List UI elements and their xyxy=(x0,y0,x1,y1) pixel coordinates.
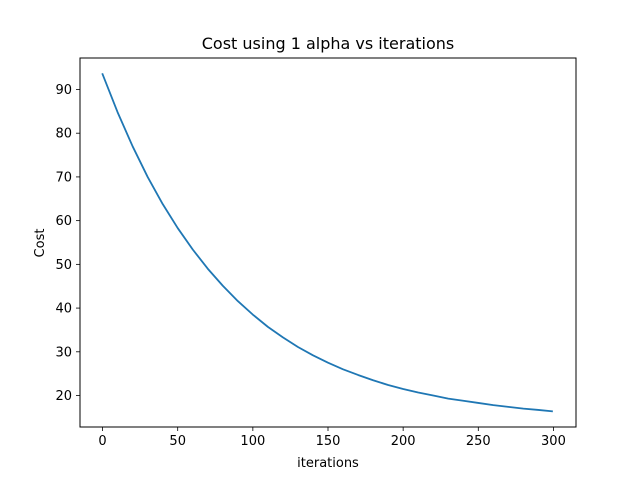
y-tick-label: 90 xyxy=(55,83,72,98)
y-axis-label: Cost xyxy=(33,229,48,258)
x-tick-label: 200 xyxy=(391,434,416,449)
y-tick-label: 80 xyxy=(55,127,72,142)
x-tick-label: 250 xyxy=(466,434,491,449)
plot-series xyxy=(101,73,553,413)
plot-frame xyxy=(79,57,577,428)
y-tick-label: 40 xyxy=(55,302,72,317)
x-axis-label: iterations xyxy=(297,456,359,471)
x-tick-label: 150 xyxy=(316,434,341,449)
y-tick-label: 30 xyxy=(55,345,72,360)
y-tick-label: 70 xyxy=(55,170,72,185)
x-tick-label: 50 xyxy=(169,434,186,449)
y-axis: 20 30 40 50 60 70 80 90 xyxy=(55,83,80,404)
x-tick-label: 100 xyxy=(240,434,265,449)
y-tick-label: 60 xyxy=(55,214,72,229)
chart-title: Cost using 1 alpha vs iterations xyxy=(202,34,454,53)
y-tick-label: 50 xyxy=(55,258,72,273)
x-axis: 0 50 100 150 200 250 300 xyxy=(98,427,566,449)
y-tick-label: 20 xyxy=(55,389,72,404)
x-tick-label: 0 xyxy=(98,434,106,449)
cost-curve-line xyxy=(101,73,553,413)
x-tick-label: 300 xyxy=(541,434,566,449)
